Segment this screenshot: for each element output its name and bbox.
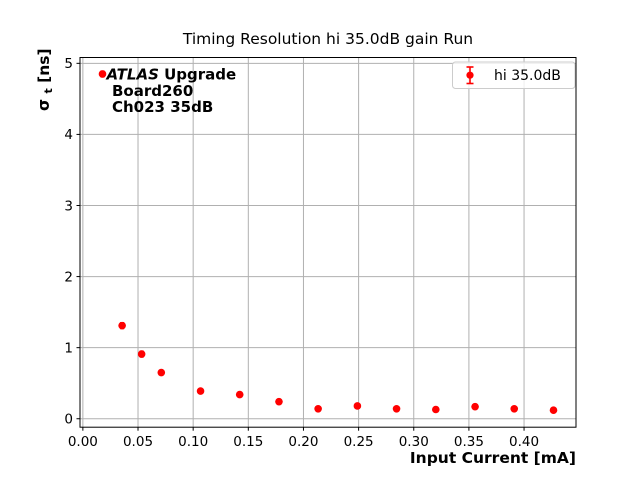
errorbar-marker-icon	[466, 66, 474, 85]
data-point	[314, 404, 322, 413]
data-point	[549, 406, 558, 415]
y-tick-label: 5	[64, 56, 73, 72]
data-point	[137, 350, 146, 358]
data-point	[98, 70, 107, 78]
x-tick-label: 0.10	[178, 434, 208, 450]
data-point	[196, 387, 205, 395]
annotation-block: ATLAS Upgrade Board260 Ch023 35dB	[106, 66, 237, 117]
axes-frame	[79, 57, 577, 428]
data-series-hi-35db	[98, 70, 558, 415]
y-tick-label: 0	[64, 412, 73, 428]
x-tick-label: 0.30	[399, 434, 429, 450]
x-axis-label: Input Current [mA]	[410, 449, 576, 467]
data-point	[471, 402, 479, 411]
data-point	[275, 397, 283, 406]
legend-label: hi 35.0dB	[494, 68, 561, 84]
y-tick-label: 2	[64, 269, 73, 285]
x-tick-label: 0.05	[123, 434, 153, 450]
annotation-line-2: Board260	[112, 82, 193, 100]
y-axis-label-sigma: σ	[35, 99, 53, 111]
x-tick-label: 0.35	[454, 434, 484, 450]
x-tick-label: 0.15	[233, 434, 263, 450]
annotation-line-1: ATLAS Upgrade	[106, 66, 237, 84]
y-tick-label: 3	[64, 198, 73, 214]
data-point	[118, 321, 126, 330]
annotation-line-3: Ch023 35dB	[112, 98, 213, 116]
data-point	[432, 405, 440, 414]
x-tick-label: 0.00	[68, 434, 98, 450]
x-tick-label: 0.20	[288, 434, 318, 450]
tick-layer: 0.00 0.05 0.10 0.15 0.20 0.25 0.30 0.35 0.40 0 1 2 3…	[64, 56, 539, 450]
data-point	[353, 402, 362, 410]
grid-layer	[80, 57, 576, 428]
data-point	[510, 404, 519, 413]
y-axis-label-units: [ns]	[35, 48, 53, 82]
y-axis-label-subscript: t	[42, 88, 55, 93]
y-tick-label: 4	[64, 127, 73, 143]
annotation-atlas: ATLAS	[106, 66, 159, 84]
chart-title: Timing Resolution hi 35.0dB gain Run	[182, 30, 473, 48]
y-axis-label: σ t [ns]	[35, 48, 56, 111]
x-tick-label: 0.40	[509, 434, 539, 450]
legend-box	[452, 61, 576, 89]
x-tick-label: 0.25	[344, 434, 374, 450]
legend: hi 35.0dB	[452, 61, 576, 89]
data-point	[235, 390, 244, 399]
data-point	[392, 404, 401, 413]
annotation-upgrade: Upgrade	[164, 66, 236, 84]
y-tick-label: 1	[64, 340, 73, 356]
data-point	[157, 368, 166, 377]
